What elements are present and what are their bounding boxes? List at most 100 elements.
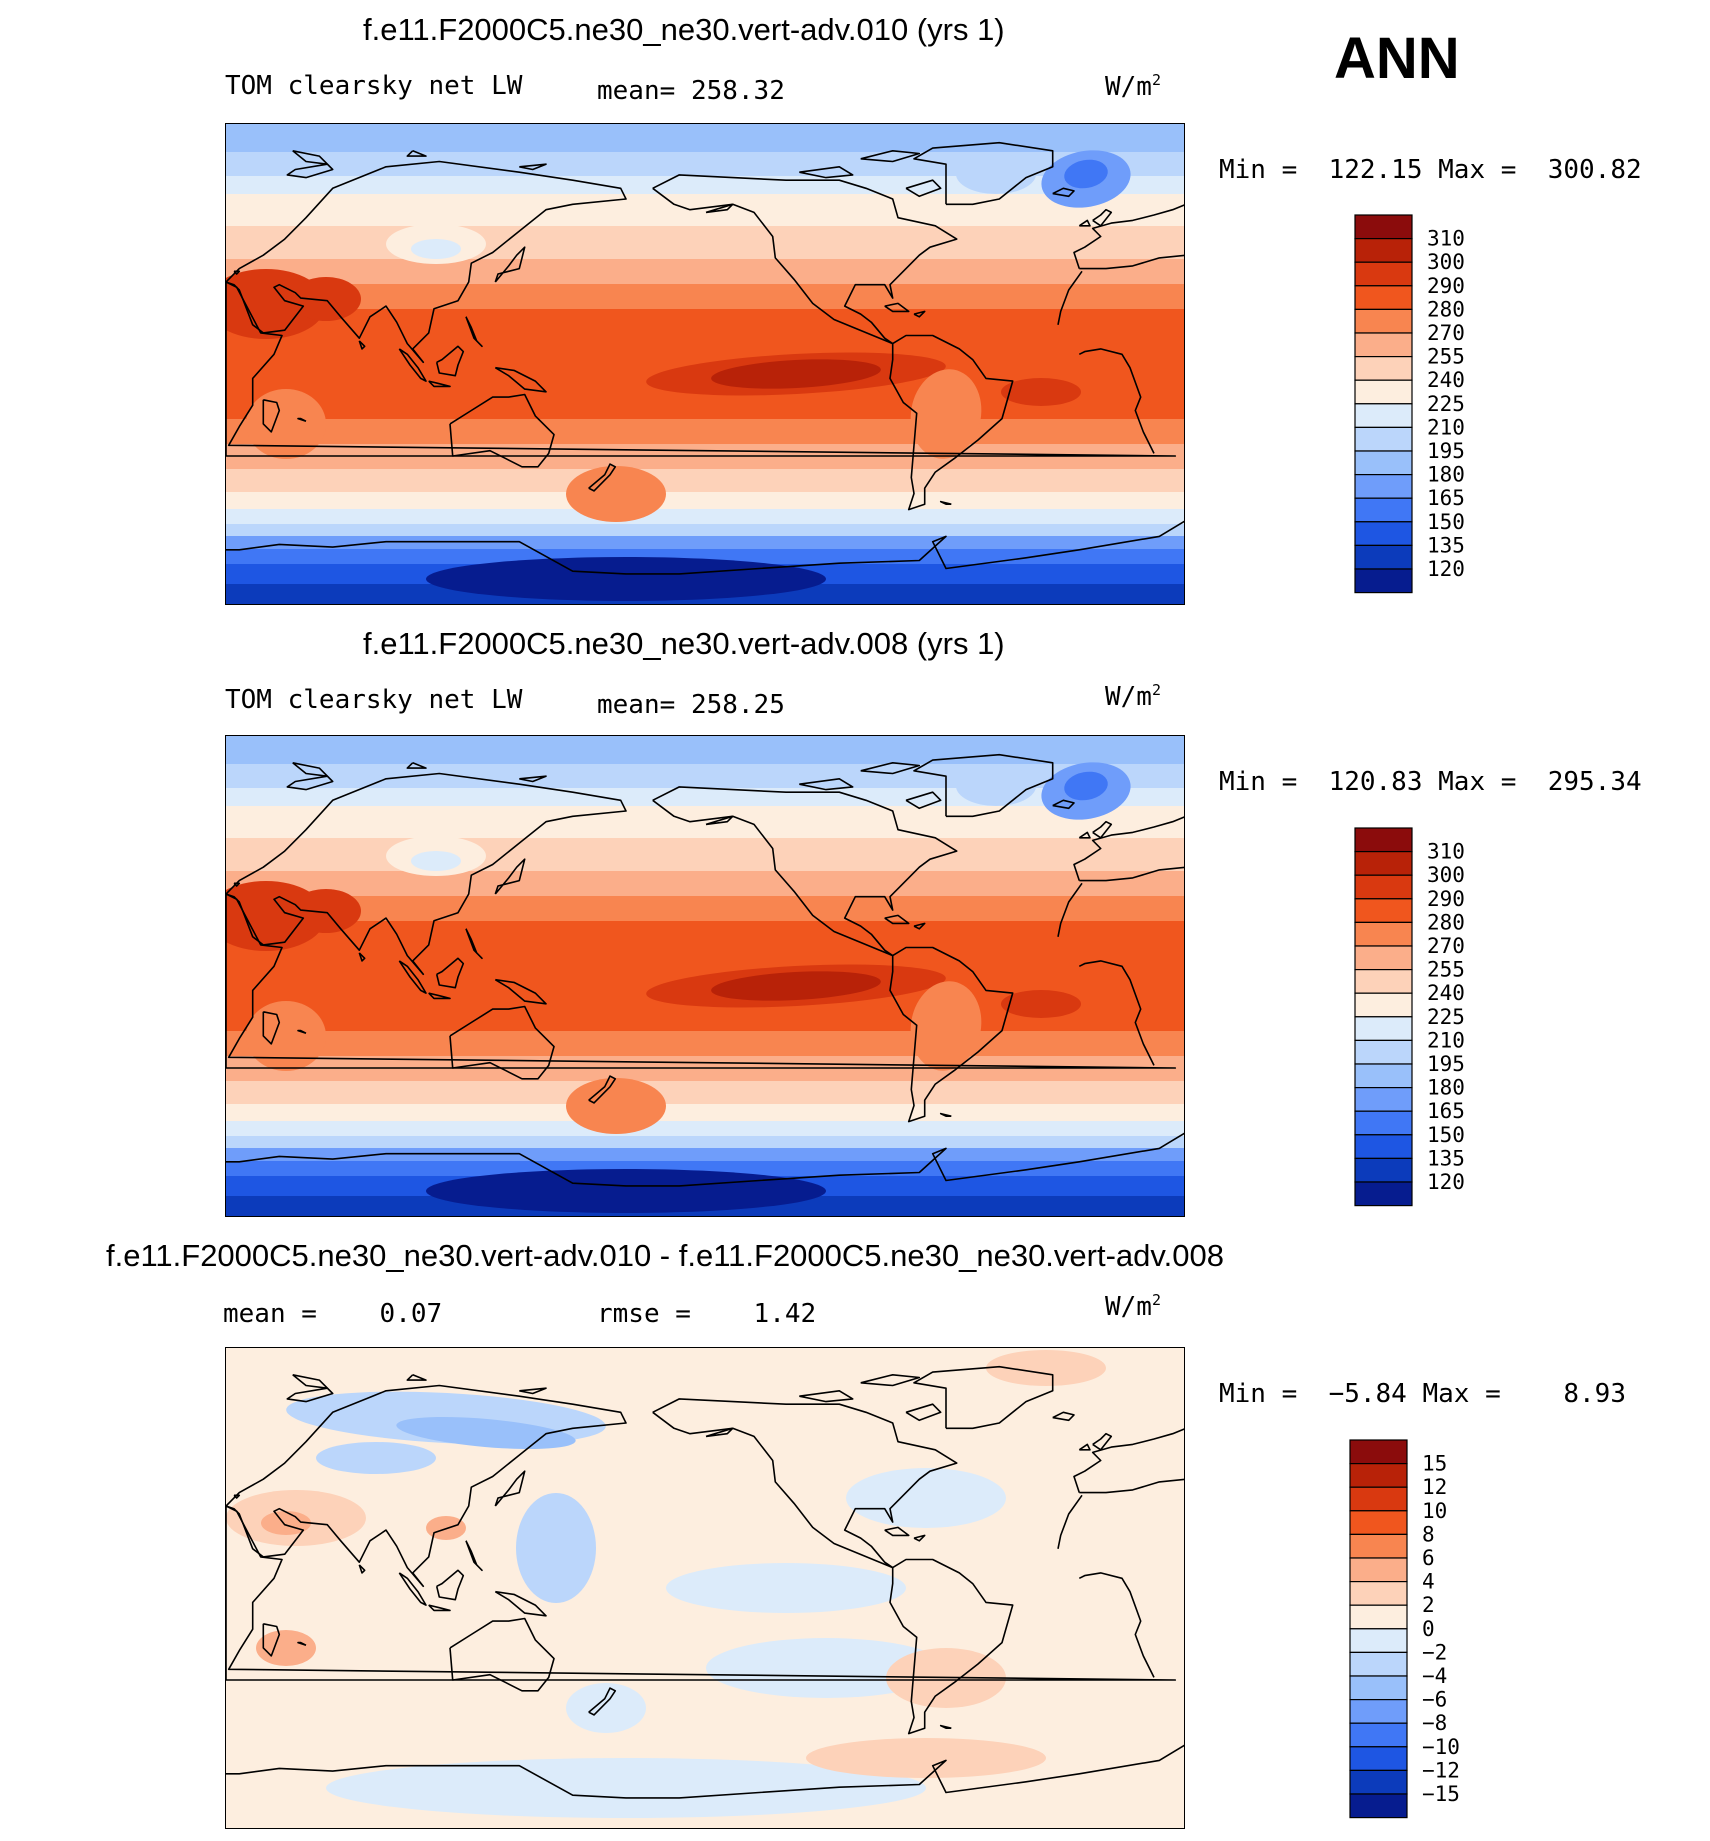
coastline	[1078, 219, 1091, 227]
colorbar-level-label: 10	[1422, 1499, 1447, 1523]
colorbar-swatch	[1354, 379, 1413, 405]
contour-band	[226, 788, 1184, 806]
contour-band	[226, 871, 1184, 896]
colorbar-level-label: 195	[1427, 1052, 1465, 1076]
coastline	[913, 922, 926, 930]
panel2-mean-label: mean=	[597, 690, 676, 720]
coastline	[286, 1374, 334, 1403]
coastline	[262, 399, 281, 433]
coastline	[1079, 254, 1184, 270]
contour-band	[226, 838, 1184, 871]
coastline	[297, 1029, 307, 1034]
colorbar-level-label: 310	[1427, 227, 1465, 251]
coastline	[435, 345, 465, 377]
coastline	[449, 1617, 555, 1692]
coastline	[1079, 866, 1184, 882]
coastline	[913, 310, 926, 318]
season-label: ANN	[1334, 26, 1460, 91]
colorbar-level-label: −12	[1422, 1758, 1460, 1782]
contour-region	[1001, 990, 1081, 1018]
panel1-title: f.e11.F2000C5.ne30_ne30.vert-adv.010 (yr…	[363, 12, 1005, 47]
coastline	[226, 772, 627, 976]
colorbar-level-label: 280	[1427, 297, 1465, 321]
colorbar-level-label: 300	[1427, 863, 1465, 887]
panel1-minmax: Min = 122.15 Max = 300.82	[1219, 155, 1642, 185]
coastline	[465, 316, 483, 348]
coastline	[652, 786, 958, 957]
colorbar-level-label: −8	[1422, 1711, 1447, 1735]
colorbar-swatch	[1354, 474, 1413, 499]
colorbar-level-label: 280	[1427, 910, 1465, 934]
coastline	[913, 1534, 926, 1542]
contour-region	[411, 851, 461, 871]
amazon-region	[910, 369, 982, 459]
contour-region	[956, 154, 1036, 194]
colorbar-swatch	[1349, 1581, 1408, 1606]
contour-region	[666, 1563, 906, 1613]
coastline	[939, 1724, 952, 1729]
contour-band	[226, 549, 1184, 564]
colorbar-swatch	[1354, 1039, 1413, 1065]
coastline	[799, 1390, 854, 1403]
contour-band	[226, 806, 1184, 838]
coastline	[286, 762, 334, 791]
colorbar-level-label: 135	[1427, 1146, 1465, 1170]
colorbar-swatch	[1354, 992, 1413, 1018]
coastline	[233, 882, 241, 887]
coastline	[1073, 1428, 1184, 1493]
coastline	[588, 463, 617, 492]
colorbar-swatch	[1354, 1087, 1413, 1112]
coastline	[860, 150, 921, 163]
contour-region	[326, 1758, 926, 1818]
coastline	[889, 1558, 1014, 1735]
panel1-variable: TOM clearsky net LW	[225, 71, 523, 101]
colorbar-level-label: −15	[1422, 1782, 1460, 1806]
coastline	[588, 1075, 617, 1104]
arctic-band	[226, 736, 1184, 764]
panel1-colorbar: 310 300 290 280 270 255 240 225 210 195 180 165 150 1…	[1354, 214, 1495, 595]
colorbar-level-label: 210	[1427, 415, 1465, 439]
colorbar-swatch	[1349, 1699, 1408, 1724]
contour-region	[291, 889, 361, 933]
panel3-title: f.e11.F2000C5.ne30_ne30.vert-adv.010 - f…	[106, 1238, 1224, 1273]
colorbar-swatch	[1354, 450, 1413, 476]
colorbar-level-label: −6	[1422, 1688, 1447, 1712]
panel2-map	[225, 735, 1185, 1217]
colorbar-level-label: 4	[1422, 1570, 1435, 1594]
contour-band	[226, 284, 1184, 309]
panel2-mean: mean= 258.25	[597, 692, 785, 718]
coastline	[406, 762, 427, 769]
colorbar-level-label: 310	[1427, 840, 1465, 864]
colorbar-level-label: 255	[1427, 345, 1465, 369]
colorbar-swatch	[1354, 898, 1413, 924]
coastline	[398, 1572, 427, 1606]
coastline	[226, 1132, 1184, 1187]
coastline	[226, 1505, 1177, 1681]
colorbar-swatch	[1349, 1439, 1408, 1465]
coastline	[262, 1011, 281, 1045]
colorbar-swatch	[1354, 521, 1413, 546]
colorbar-level-label: 165	[1427, 486, 1465, 510]
colorbar-swatch	[1349, 1722, 1408, 1748]
coastline	[1057, 270, 1083, 325]
coastline	[905, 791, 942, 810]
contour-region	[956, 766, 1036, 806]
coastline	[494, 978, 547, 1005]
coastline	[1052, 1411, 1075, 1422]
coastline	[1078, 1443, 1091, 1451]
warm-pool-core	[711, 971, 881, 1001]
coastline	[905, 1403, 942, 1422]
coastline	[860, 762, 921, 775]
colorbar-swatch	[1354, 969, 1413, 994]
coastline	[1092, 1432, 1113, 1451]
panel3-mean-value: 0.07	[379, 1299, 443, 1329]
coastline	[1078, 1572, 1155, 1678]
east-antarctica-region	[426, 1169, 826, 1213]
contour-region	[396, 1416, 576, 1450]
australia-region	[566, 1078, 666, 1134]
coastline	[905, 179, 942, 198]
coastline	[406, 1374, 427, 1381]
warm-pool-core	[711, 359, 881, 389]
colorbar-level-label: 120	[1427, 557, 1465, 581]
colorbar-level-label: 180	[1427, 463, 1465, 487]
